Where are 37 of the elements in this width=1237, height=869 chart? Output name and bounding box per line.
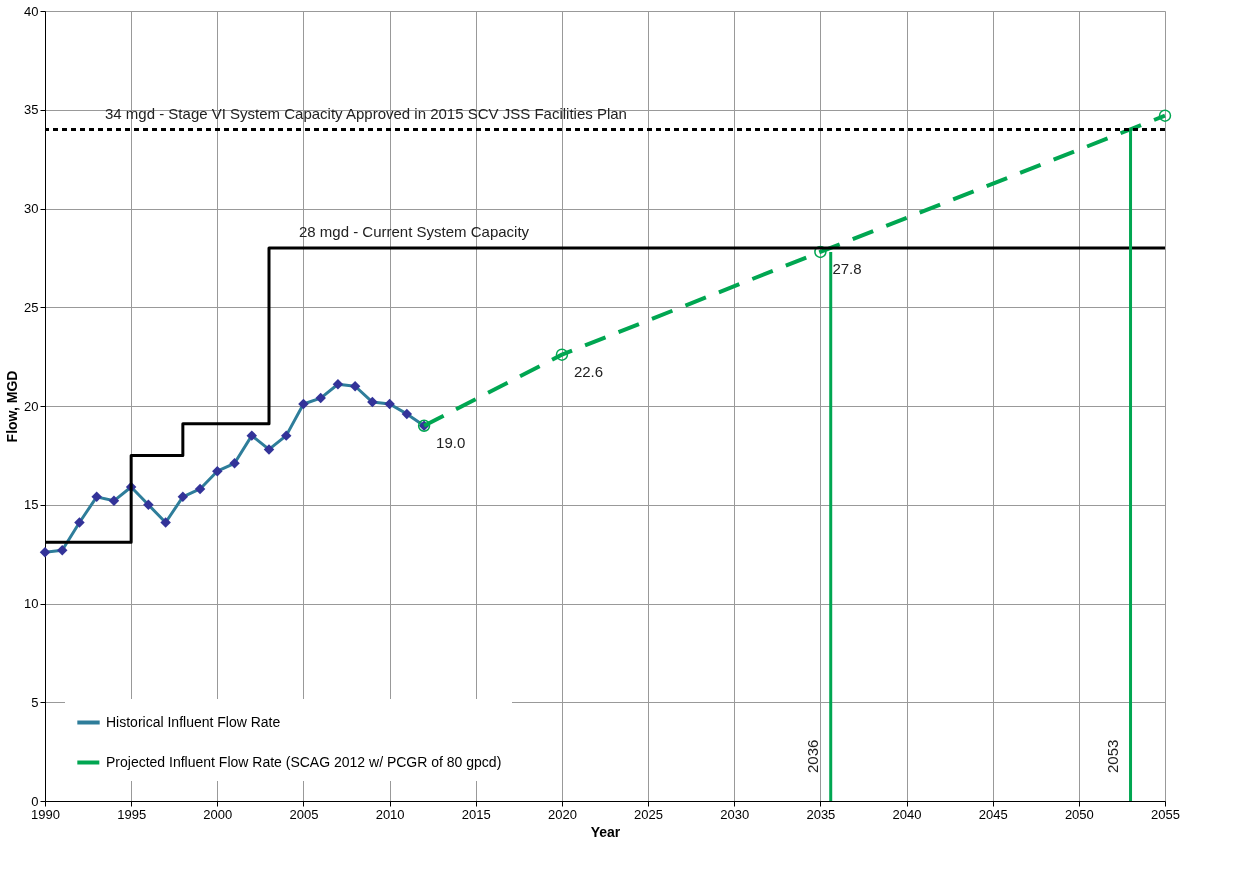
x-tick-label: 2055 <box>1151 806 1180 822</box>
x-tick-label: 1995 <box>117 806 147 822</box>
data-label: 19.0 <box>436 433 466 451</box>
x-tick-label: 2010 <box>375 806 405 822</box>
data-label: 27.8 <box>832 259 862 277</box>
ref-line-label: 34 mgd - Stage VI System Capacity Approved in 2015 SCV JSS Facilities Plan <box>105 104 627 122</box>
x-tick-label: 2030 <box>720 806 750 822</box>
annotation: 2053 <box>1103 739 1121 773</box>
y-tick-label: 25 <box>24 299 39 315</box>
data-label: 22.6 <box>573 362 604 380</box>
annotation: 28 mgd - Current System Capacity <box>299 223 530 240</box>
point <box>555 348 569 361</box>
point <box>814 245 827 259</box>
x-tick-label: 2035 <box>806 806 836 822</box>
y-axis-title: Flow, MGD <box>4 370 21 443</box>
x-tick-label: 2000 <box>203 806 233 822</box>
y-tick-label: 20 <box>24 398 39 414</box>
x-tick-label: 2015 <box>461 806 491 822</box>
x-tick-label: 2005 <box>289 806 319 822</box>
x-tick-label: 2050 <box>1064 806 1094 822</box>
x-tick-label: 2045 <box>978 806 1008 822</box>
x-axis-title: Year <box>590 823 621 840</box>
annotation: 2036 <box>803 739 821 773</box>
y-tick-label: 5 <box>31 694 39 710</box>
y-tick-label: 30 <box>24 201 39 216</box>
y-tick-label: 40 <box>24 3 39 19</box>
y-tick-label: 35 <box>24 102 39 118</box>
y-tick-label: 10 <box>24 596 39 611</box>
legend-label: Projected Influent Flow Rate (SCAG 2012 w/ PCGR of 80 gpcd) <box>106 753 502 770</box>
legend-label: Historical Influent Flow Rate <box>106 713 281 730</box>
x-tick-label: 2025 <box>634 806 664 822</box>
x-tick-label: 1990 <box>31 806 60 822</box>
y-tick-label: 0 <box>31 793 39 809</box>
point <box>1158 109 1172 122</box>
y-tick-label: 15 <box>24 497 39 513</box>
x-tick-label: 2020 <box>547 806 577 822</box>
x-tick-label: 2040 <box>892 806 922 822</box>
